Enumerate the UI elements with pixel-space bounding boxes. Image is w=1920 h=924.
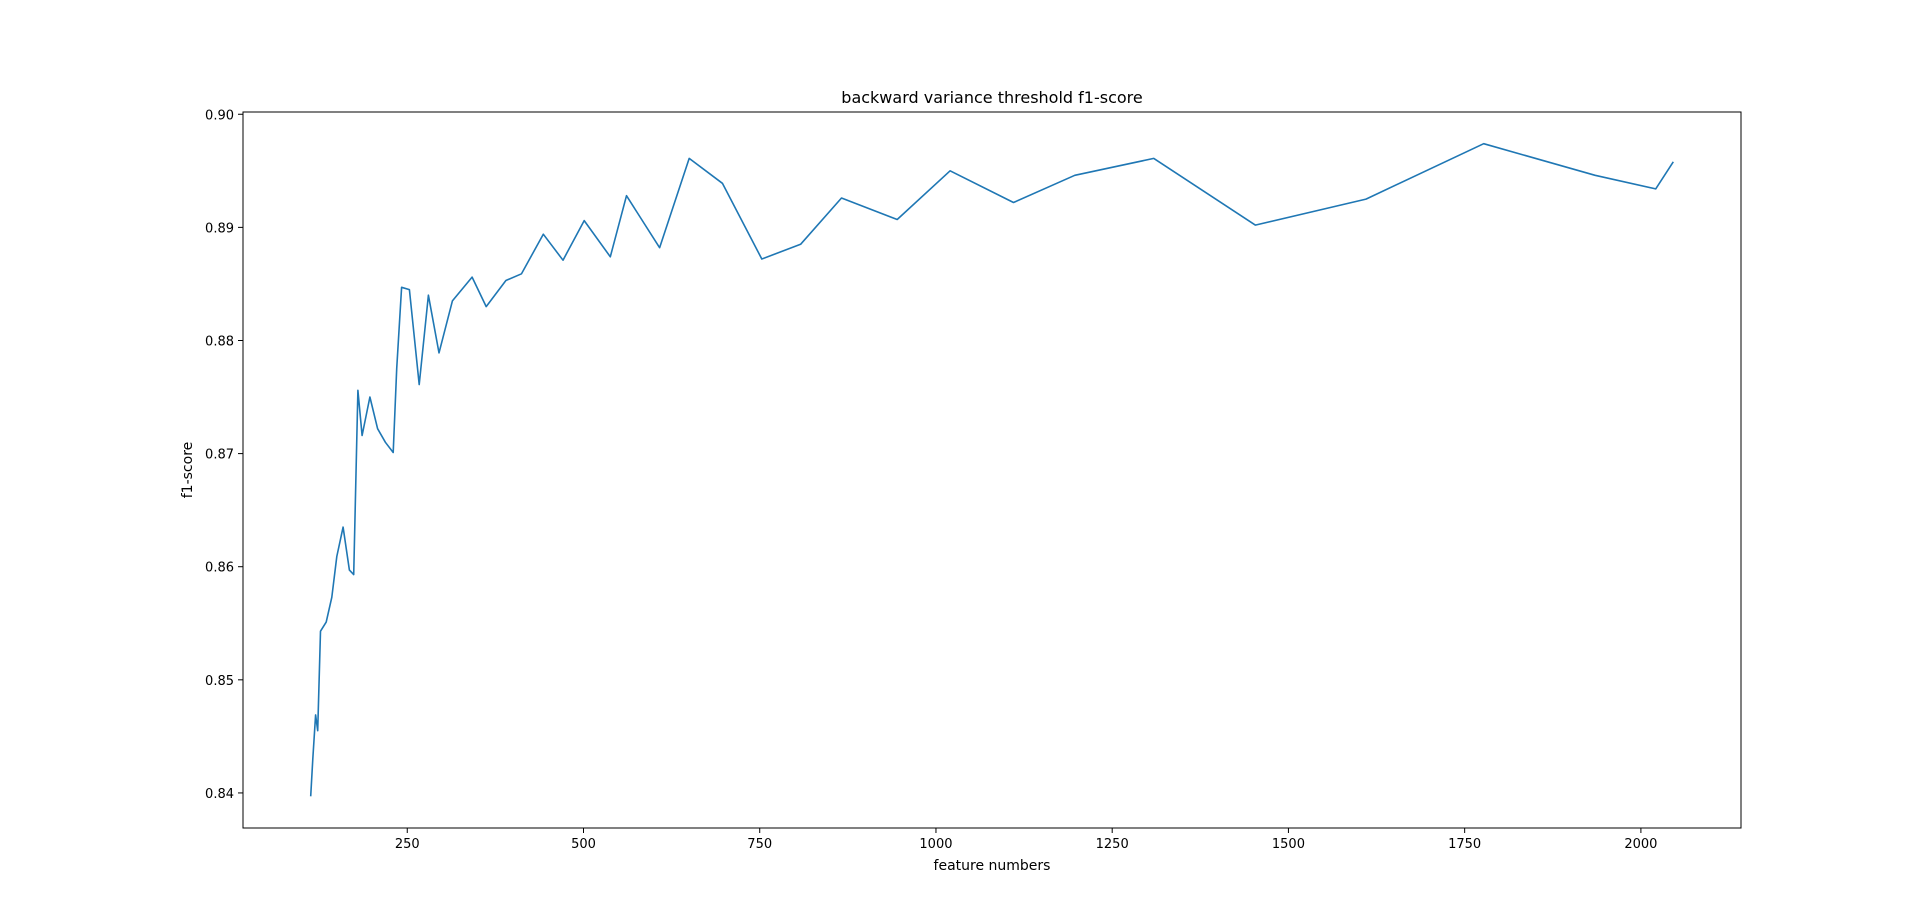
- chart-title: backward variance threshold f1-score: [841, 88, 1142, 107]
- y-tick-label: 0.89: [205, 221, 234, 236]
- x-tick-label: 1000: [919, 837, 952, 852]
- x-tick-label: 250: [395, 837, 420, 852]
- series-line: [309, 142, 1674, 797]
- x-tick-label: 1750: [1448, 837, 1481, 852]
- y-tick-label: 0.85: [205, 674, 234, 689]
- y-tick-label: 0.88: [205, 334, 234, 349]
- x-tick-label: 2000: [1624, 837, 1657, 852]
- x-tick-label: 1250: [1096, 837, 1129, 852]
- plot-area: [242, 111, 1742, 829]
- y-tick-label: 0.86: [205, 561, 234, 576]
- x-axis: 250 500 750 1000 1250 1500 1750 2000: [395, 828, 1657, 852]
- y-tick-label: 0.84: [205, 787, 234, 802]
- y-tick-label: 0.87: [205, 448, 234, 463]
- y-axis-label: f1-score: [180, 442, 196, 499]
- x-tick-label: 750: [747, 837, 772, 852]
- y-axis: 0.84 0.85 0.86 0.87 0.88 0.89 0.90: [205, 108, 243, 802]
- x-axis-label: feature numbers: [934, 858, 1051, 874]
- y-tick-label: 0.90: [205, 108, 234, 123]
- plot-frame: [242, 111, 1742, 829]
- series-layer: [309, 142, 1674, 797]
- x-tick-label: 500: [571, 837, 596, 852]
- x-tick-label: 1500: [1272, 837, 1305, 852]
